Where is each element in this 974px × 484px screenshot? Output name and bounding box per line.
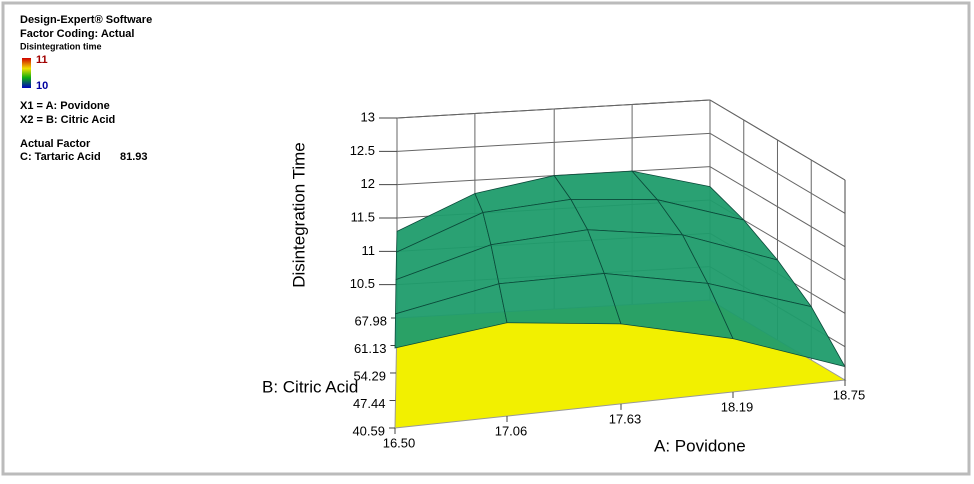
info-text: Actual Factor — [20, 138, 91, 150]
y-axis-title: B: Citric Acid — [262, 377, 358, 396]
x-axis-title: A: Povidone — [654, 436, 746, 455]
info-text: Factor Coding: Actual — [20, 28, 134, 40]
x-tick-label: 16.50 — [383, 435, 416, 450]
y-tick-label: 54.29 — [353, 368, 386, 383]
y-tick-label: 61.13 — [354, 341, 387, 356]
z-tick-label: 12 — [361, 176, 375, 191]
info-text: Design-Expert® Software — [20, 14, 152, 26]
z-tick-label: 11 — [362, 243, 376, 258]
grid-line — [396, 132, 711, 152]
x-tick-label: 17.63 — [609, 411, 642, 426]
z-tick-label: 12.5 — [350, 143, 375, 158]
legend-min: 10 — [36, 80, 48, 92]
legend-max: 11 — [36, 54, 48, 66]
surface-cell — [707, 282, 846, 368]
x-tick-label: 18.19 — [721, 399, 754, 414]
y-tick-label: 67.98 — [354, 313, 387, 328]
z-tick-label: 11.5 — [351, 209, 375, 224]
legend-bar — [22, 58, 31, 88]
y-tick-label: 40.59 — [352, 423, 385, 438]
info-text: X1 = A: Povidone — [20, 100, 110, 112]
info-text: C: Tartaric Acid — [20, 151, 101, 163]
info-text: X2 = B: Citric Acid — [20, 114, 115, 126]
info-text: Disintegration time — [20, 41, 102, 51]
z-tick-label: 13 — [361, 109, 375, 124]
y-tick-label: 47.44 — [353, 396, 386, 411]
grid-line — [396, 99, 711, 119]
z-tick-label: 10.5 — [350, 276, 375, 291]
x-tick-label: 17.06 — [495, 423, 528, 438]
z-axis-title: Disintegration Time — [289, 142, 308, 288]
info-panel: Design-Expert® Software Factor Coding: A… — [20, 14, 152, 163]
info-text: 81.93 — [120, 151, 148, 163]
x-tick-label: 18.75 — [833, 387, 866, 402]
